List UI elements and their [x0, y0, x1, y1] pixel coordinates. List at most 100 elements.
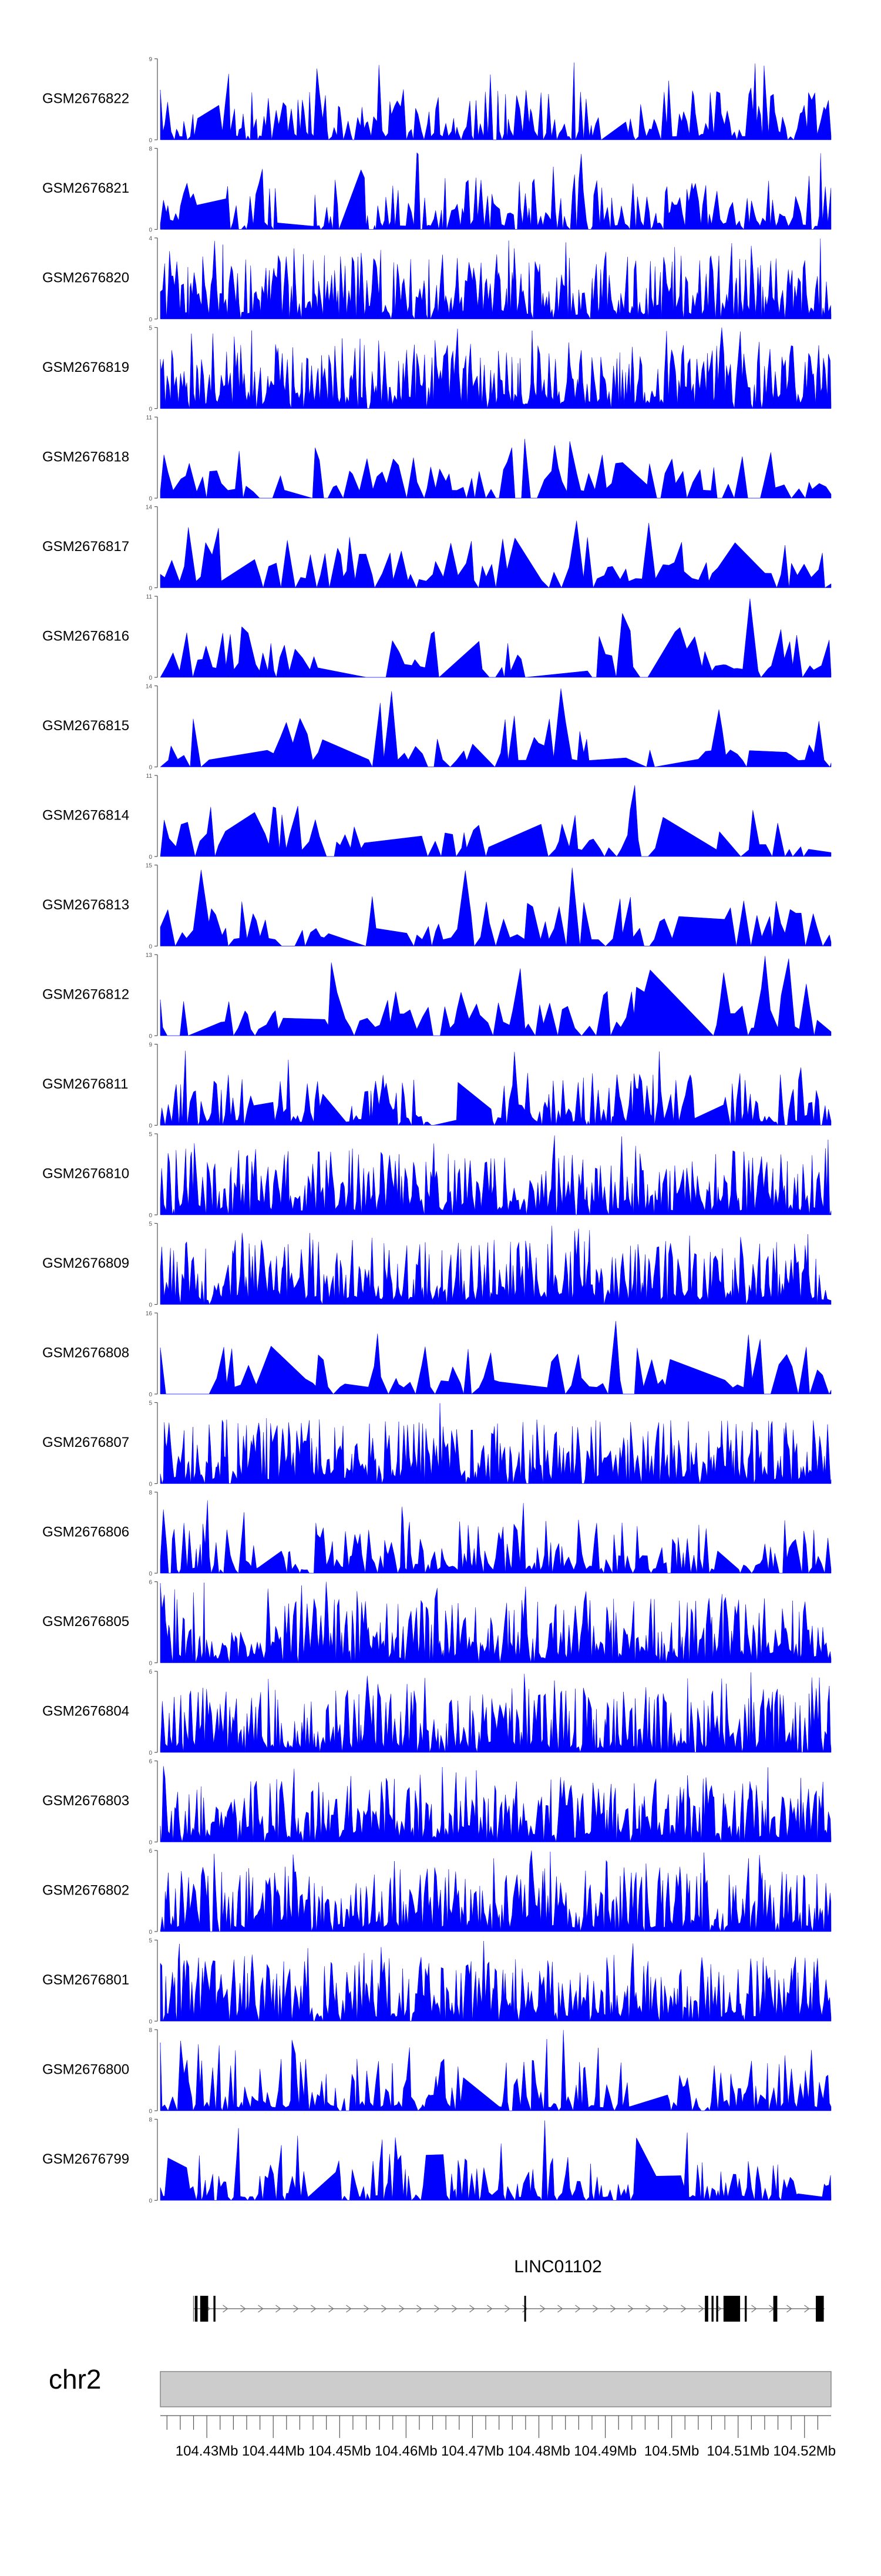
- track-label: GSM2676805: [42, 1614, 129, 1630]
- track-GSM2676819: GSM2676819 5 0: [42, 325, 832, 413]
- coverage-area: [160, 1766, 832, 1842]
- track-label: GSM2676802: [42, 1882, 129, 1898]
- track-GSM2676801: GSM2676801 5 0: [42, 1938, 832, 2026]
- track-label: GSM2676819: [42, 360, 129, 375]
- coverage-area: [160, 1321, 832, 1395]
- track-GSM2676811: GSM2676811 9 0: [42, 1042, 832, 1130]
- track-GSM2676805: GSM2676805 6 0: [42, 1580, 832, 1667]
- y-tick-label-max: 11: [146, 415, 153, 421]
- strand-arrow-icon: [628, 2305, 634, 2313]
- track-label: GSM2676807: [42, 1435, 129, 1450]
- genome-axis: 104.43Mb 104.44Mb 104.45Mb 104.46Mb 104.47Mb…: [160, 2415, 836, 2459]
- track-GSM2676822: GSM2676822 9 0: [42, 56, 832, 144]
- strand-arrow-icon: [399, 2305, 405, 2313]
- coverage-area: [160, 956, 832, 1036]
- y-tick-label-max: 4: [149, 236, 152, 242]
- track-label: GSM2676815: [42, 718, 129, 734]
- y-tick-label-min: 0: [149, 1929, 152, 1936]
- strand-arrow-icon: [469, 2305, 475, 2313]
- track-GSM2676818: GSM2676818 11 0: [42, 415, 832, 502]
- y-tick-label-min: 0: [149, 1571, 152, 1577]
- track-GSM2676799: GSM2676799 8 0: [42, 2117, 832, 2205]
- y-tick-label-min: 0: [149, 944, 152, 951]
- y-tick-label-min: 0: [149, 2108, 152, 2115]
- y-tick-label-max: 8: [149, 2027, 152, 2034]
- y-tick-label-max: 6: [149, 1580, 152, 1586]
- y-tick-label-max: 8: [149, 2117, 152, 2124]
- track-GSM2676804: GSM2676804 6 0: [42, 1669, 832, 1756]
- coverage-area: [160, 1050, 832, 1126]
- y-tick-label-max: 5: [149, 1938, 152, 1944]
- track-label: GSM2676817: [42, 539, 129, 555]
- axis-tick-label: 104.46Mb: [375, 2443, 438, 2459]
- y-tick-label-max: 5: [149, 325, 152, 332]
- track-GSM2676817: GSM2676817 14 0: [42, 505, 832, 592]
- track-label: GSM2676818: [42, 449, 129, 465]
- y-tick-label-min: 0: [149, 1750, 152, 1756]
- y-tick-label-min: 0: [149, 1482, 152, 1488]
- coverage-area: [160, 2120, 832, 2201]
- y-tick-label-min: 0: [149, 496, 152, 502]
- gene-model: [193, 2296, 825, 2322]
- y-tick-label-min: 0: [149, 1302, 152, 1309]
- y-tick-label-min: 0: [149, 227, 152, 234]
- strand-arrow-icon: [416, 2305, 422, 2313]
- strand-arrow-icon: [311, 2305, 317, 2313]
- track-GSM2676816: GSM2676816 11 0: [42, 594, 832, 681]
- strand-arrow-icon: [557, 2305, 563, 2313]
- track-GSM2676812: GSM2676812 13 0: [42, 952, 832, 1040]
- chromosome-ideogram: [160, 2371, 832, 2407]
- y-tick-label-min: 0: [149, 137, 152, 144]
- coverage-area: [160, 327, 832, 409]
- coverage-area: [160, 1581, 832, 1663]
- track-GSM2676820: GSM2676820 4 0: [42, 236, 832, 323]
- exon: [711, 2296, 714, 2322]
- coverage-area: [160, 1135, 832, 1215]
- coverage-area: [160, 439, 832, 499]
- y-tick-label-min: 0: [149, 765, 152, 771]
- y-tick-label-min: 0: [149, 1033, 152, 1040]
- axis-tick-label: 104.52Mb: [773, 2443, 836, 2459]
- strand-arrow-icon: [645, 2305, 651, 2313]
- track-label: GSM2676799: [42, 2151, 129, 2167]
- axis-tick-label: 104.47Mb: [441, 2443, 504, 2459]
- coverage-area: [160, 598, 832, 678]
- strand-arrow-icon: [751, 2305, 757, 2313]
- track-label: GSM2676821: [42, 180, 129, 196]
- y-tick-label-min: 0: [149, 1123, 152, 1130]
- track-GSM2676814: GSM2676814 11 0: [42, 773, 832, 861]
- y-tick-label-max: 14: [146, 505, 153, 511]
- exon: [773, 2296, 778, 2322]
- y-tick-label-min: 0: [149, 407, 152, 413]
- track-label: GSM2676803: [42, 1793, 129, 1809]
- coverage-area: [160, 239, 832, 320]
- y-tick-label-max: 11: [146, 773, 153, 780]
- y-tick-label-min: 0: [149, 854, 152, 861]
- strand-arrow-icon: [522, 2305, 528, 2313]
- coverage-tracks: GSM2676822 9 0 GSM2676821 8 0 GSM2676820 4 0 GSM2…: [42, 56, 832, 2205]
- strand-arrow-icon: [663, 2305, 669, 2313]
- track-label: GSM2676811: [42, 1076, 128, 1092]
- coverage-area: [160, 1672, 832, 1753]
- exon: [716, 2296, 718, 2322]
- y-tick-label-max: 6: [149, 1759, 152, 1765]
- strand-arrow-icon: [610, 2305, 616, 2313]
- strand-arrow-icon: [293, 2305, 299, 2313]
- track-GSM2676806: GSM2676806 8 0: [42, 1490, 832, 1577]
- strand-arrow-icon: [381, 2305, 387, 2313]
- y-tick-label-min: 0: [149, 2019, 152, 2026]
- y-tick-label-max: 15: [146, 863, 153, 869]
- y-tick-label-max: 16: [146, 1311, 153, 1317]
- exon: [723, 2296, 741, 2322]
- track-GSM2676808: GSM2676808 16 0: [42, 1311, 832, 1398]
- y-tick-label-max: 8: [149, 146, 152, 153]
- y-tick-label-max: 8: [149, 1490, 152, 1496]
- track-label: GSM2676806: [42, 1524, 129, 1540]
- y-tick-label-max: 14: [146, 684, 153, 690]
- track-label: GSM2676800: [42, 2061, 129, 2077]
- track-label: GSM2676822: [42, 90, 129, 106]
- y-tick-label-min: 0: [149, 586, 152, 592]
- track-label: GSM2676820: [42, 270, 129, 286]
- y-tick-label-min: 0: [149, 317, 152, 323]
